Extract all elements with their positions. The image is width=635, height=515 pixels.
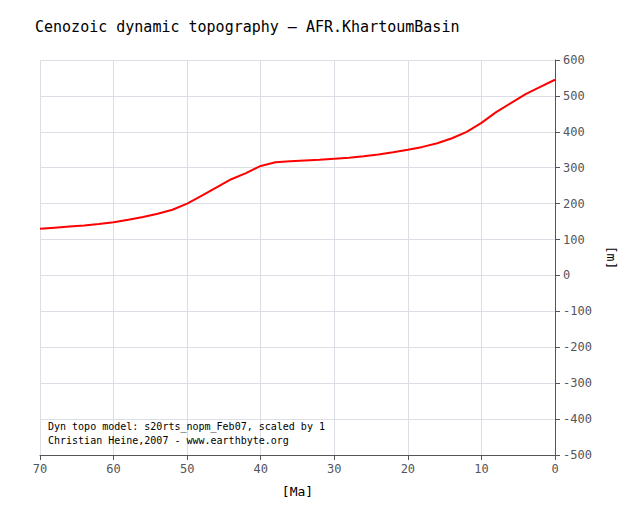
svg-text:Christian Heine,2007 - www.ear: Christian Heine,2007 - www.earthbyte.org — [48, 435, 289, 446]
svg-text:Dyn topo model: s20rts_nopm_Fe: Dyn topo model: s20rts_nopm_Feb07, scale… — [48, 421, 325, 433]
svg-text:30: 30 — [327, 462, 341, 476]
svg-text:60: 60 — [106, 462, 120, 476]
svg-text:300: 300 — [563, 161, 585, 175]
svg-text:-400: -400 — [563, 412, 592, 426]
svg-text:20: 20 — [401, 462, 415, 476]
svg-text:10: 10 — [474, 462, 488, 476]
svg-text:100: 100 — [563, 233, 585, 247]
svg-text:-300: -300 — [563, 376, 592, 390]
svg-text:[Ma]: [Ma] — [282, 484, 313, 499]
svg-text:-500: -500 — [563, 448, 592, 462]
svg-text:500: 500 — [563, 89, 585, 103]
svg-text:0: 0 — [563, 268, 570, 282]
svg-text:600: 600 — [563, 53, 585, 67]
svg-text:40: 40 — [253, 462, 267, 476]
svg-text:Cenozoic dynamic topography –: Cenozoic dynamic topography – AFR.Kharto… — [35, 18, 459, 36]
svg-text:400: 400 — [563, 125, 585, 139]
svg-text:50: 50 — [180, 462, 194, 476]
svg-text:200: 200 — [563, 197, 585, 211]
svg-text:-100: -100 — [563, 304, 592, 318]
svg-text:70: 70 — [33, 462, 47, 476]
svg-text:[m]: [m] — [604, 246, 619, 269]
svg-text:-200: -200 — [563, 340, 592, 354]
svg-text:0: 0 — [551, 462, 558, 476]
